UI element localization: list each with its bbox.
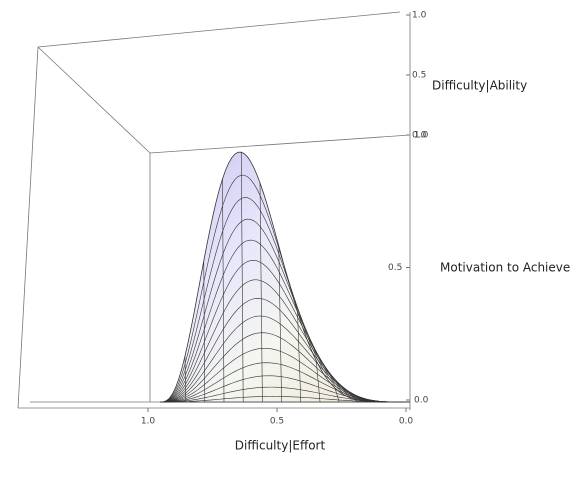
y-tick-label: 1.0	[412, 11, 427, 21]
surface-mesh	[222, 178, 225, 403]
box	[17, 11, 411, 410]
surface-mesh	[353, 398, 359, 403]
y-tick-label: 0.0	[412, 131, 427, 141]
surface-mesh	[297, 311, 302, 403]
surface-mesh	[315, 360, 321, 403]
z-tick-label: 0.5	[388, 263, 402, 273]
y-tick-label: 0.5	[412, 71, 426, 81]
x-tick-label: 1.0	[141, 417, 156, 427]
surface-mesh	[184, 356, 186, 403]
surface-mesh	[159, 362, 410, 403]
z-tick-label: 1.0	[414, 131, 429, 141]
surface-mesh	[203, 261, 206, 403]
surface-mesh	[259, 182, 263, 403]
z-tick-label: 0.0	[414, 396, 429, 406]
x-tick-label: 0.0	[399, 417, 414, 427]
surface-mesh	[240, 152, 244, 403]
x-tick-label: 0.5	[270, 417, 284, 427]
z-axis-label: Motivation to Achieve	[440, 261, 570, 275]
surface-mesh	[159, 396, 410, 403]
y-axis-label: Difficulty|Ability	[432, 79, 527, 93]
surface-mesh	[334, 388, 340, 403]
surface	[159, 151, 410, 403]
surface-mesh	[278, 245, 282, 403]
surface-mesh	[159, 375, 410, 403]
surface-mesh	[159, 386, 410, 403]
x-axis-label: Difficulty|Effort	[235, 439, 326, 453]
